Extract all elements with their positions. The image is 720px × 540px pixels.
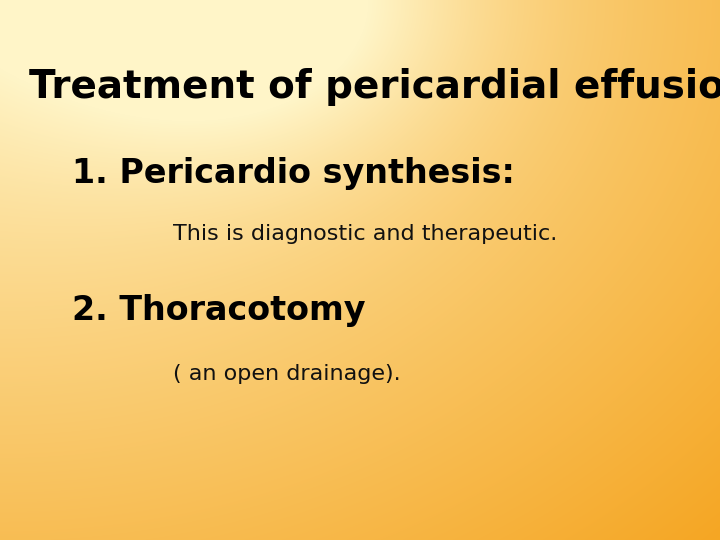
Text: 1. Pericardio synthesis:: 1. Pericardio synthesis: [72,157,515,190]
Text: 2. Thoracotomy: 2. Thoracotomy [72,294,366,327]
Text: Treatment of pericardial effusion:: Treatment of pericardial effusion: [29,68,720,105]
Text: This is diagnostic and therapeutic.: This is diagnostic and therapeutic. [173,224,557,244]
Text: ( an open drainage).: ( an open drainage). [173,364,400,384]
